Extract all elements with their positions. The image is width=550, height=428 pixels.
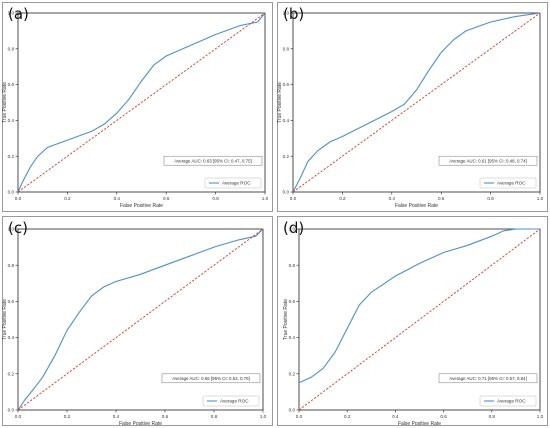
y-axis-label: True Positive Rate bbox=[2, 299, 8, 340]
legend-label: Average ROC bbox=[222, 181, 251, 186]
panel-label: (c) bbox=[8, 219, 28, 237]
x-axis-label: False Positive Rate bbox=[395, 203, 438, 209]
legend-label: Average ROC bbox=[220, 399, 249, 404]
roc-chart-svg: 0.0 0.2 0.4 0.6 0.8 1.0 0.0 0.2 0.4 0.6 0.8 1.0 Fals… bbox=[277, 11, 544, 209]
y-tick-label: 0.6 bbox=[8, 82, 15, 87]
auc-annotation-box bbox=[161, 373, 261, 384]
x-axis-label: False Positive Rate bbox=[120, 203, 163, 209]
x-tick-label: 0.8 bbox=[487, 196, 494, 201]
roc-panel-c: (c) 0.0 0.2 0.4 0.6 0.8 1.0 0.0 0.2 0.4 0.6 0.8 1.0… bbox=[0, 214, 275, 428]
x-tick-label: 0.4 bbox=[392, 414, 399, 419]
auc-annotation-box bbox=[438, 155, 538, 166]
x-tick-label: 0.4 bbox=[113, 414, 120, 419]
legend-box bbox=[479, 395, 537, 407]
x-tick-label: 0.2 bbox=[339, 196, 346, 201]
auc-annotation: Average AUC: 0.63 [95% CI: 0.47, 0.75] bbox=[174, 158, 252, 163]
auc-annotation: Average AUC: 0.61 [95% CI: 0.48, 0.74] bbox=[449, 158, 527, 163]
y-tick-label: 0.6 bbox=[8, 299, 15, 304]
y-tick-label: 0.0 bbox=[8, 190, 15, 195]
x-tick-label: 0.4 bbox=[389, 196, 396, 201]
y-tick-label: 0.4 bbox=[8, 118, 15, 123]
x-tick-label: 0.6 bbox=[163, 196, 170, 201]
panel-label: (a) bbox=[8, 5, 29, 23]
x-tick-label: 0.2 bbox=[64, 196, 71, 201]
average-roc-line bbox=[298, 228, 540, 384]
x-axis-label: False Positive Rate bbox=[119, 421, 162, 427]
plot-area bbox=[298, 228, 541, 411]
y-tick-label: 0.2 bbox=[8, 154, 15, 159]
y-tick-label: 0.0 bbox=[283, 190, 290, 195]
chance-diagonal-line bbox=[298, 228, 541, 411]
y-tick-label: 0.2 bbox=[8, 371, 15, 376]
x-tick-label: 0.0 bbox=[296, 414, 303, 419]
average-roc-line bbox=[292, 12, 541, 193]
legend-box bbox=[479, 177, 537, 189]
x-tick-label: 0.0 bbox=[15, 414, 22, 419]
y-tick-label: 0.8 bbox=[289, 263, 296, 268]
y-tick-label: 1.0 bbox=[283, 11, 290, 16]
y-tick-label: 0.2 bbox=[283, 154, 290, 159]
auc-annotation-box bbox=[438, 373, 538, 384]
y-tick-label: 1.0 bbox=[289, 227, 296, 232]
roc-chart-svg: 0.0 0.2 0.4 0.6 0.8 1.0 0.0 0.2 0.4 0.6 0.8 1.0 Fals… bbox=[283, 227, 544, 427]
y-axis-label: True Positive Rate bbox=[2, 82, 8, 123]
y-axis-label: True Positive Rate bbox=[283, 299, 289, 340]
roc-panel-d: (d) 0.0 0.2 0.4 0.6 0.8 1.0 0.0 0.2 0.4 0.6 0.8 1.0… bbox=[275, 214, 550, 428]
y-tick-label: 0.8 bbox=[283, 46, 290, 51]
average-roc-line bbox=[17, 12, 266, 193]
x-tick-label: 0.0 bbox=[15, 196, 22, 201]
roc-panel-a: (a) 0.0 0.2 0.4 0.6 0.8 1.0 0.0 0.2 0.4 0.6 0.8 1.0… bbox=[0, 0, 275, 214]
legend-box bbox=[204, 177, 262, 189]
y-tick-label: 1.0 bbox=[8, 227, 15, 232]
x-tick-label: 0.6 bbox=[162, 414, 169, 419]
legend-label: Average ROC bbox=[497, 399, 526, 404]
y-tick-label: 1.0 bbox=[8, 11, 15, 16]
y-tick-label: 0.8 bbox=[8, 46, 15, 51]
y-axis-label: True Positive Rate bbox=[277, 82, 283, 123]
y-tick-label: 0.8 bbox=[8, 263, 15, 268]
legend-label: Average ROC bbox=[497, 181, 526, 186]
y-tick-label: 0.2 bbox=[289, 371, 296, 376]
plot-area bbox=[292, 12, 541, 193]
x-tick-label: 1.0 bbox=[260, 414, 267, 419]
y-tick-label: 0.4 bbox=[289, 335, 296, 340]
x-tick-label: 1.0 bbox=[537, 414, 544, 419]
auc-annotation: Average AUC: 0.71 [95% CI: 0.57, 0.84] bbox=[449, 376, 527, 381]
x-tick-label: 0.8 bbox=[211, 414, 218, 419]
chance-diagonal-line bbox=[292, 12, 541, 193]
y-tick-label: 0.4 bbox=[283, 118, 290, 123]
x-tick-label: 1.0 bbox=[537, 196, 544, 201]
y-tick-label: 0.6 bbox=[289, 299, 296, 304]
auc-annotation-box bbox=[163, 155, 263, 166]
average-roc-line bbox=[17, 228, 264, 411]
x-tick-label: 0.6 bbox=[440, 414, 447, 419]
x-tick-label: 0.6 bbox=[438, 196, 445, 201]
y-tick-label: 0.0 bbox=[289, 408, 296, 413]
y-tick-label: 0.0 bbox=[8, 408, 15, 413]
x-axis-label: False Positive Rate bbox=[398, 421, 441, 427]
plot-area bbox=[17, 12, 266, 193]
y-tick-label: 0.6 bbox=[283, 82, 290, 87]
x-tick-label: 0.8 bbox=[489, 414, 496, 419]
chance-diagonal-line bbox=[17, 12, 266, 193]
panel-label: (b) bbox=[283, 5, 305, 23]
x-tick-label: 1.0 bbox=[262, 196, 269, 201]
x-tick-label: 0.8 bbox=[212, 196, 219, 201]
plot-area bbox=[17, 228, 264, 411]
roc-chart-svg: 0.0 0.2 0.4 0.6 0.8 1.0 0.0 0.2 0.4 0.6 0.8 1.0 Fals… bbox=[2, 227, 267, 427]
x-tick-label: 0.2 bbox=[64, 414, 71, 419]
chance-diagonal-line bbox=[17, 228, 264, 411]
x-tick-label: 0.0 bbox=[290, 196, 297, 201]
roc-panel-b: (b) 0.0 0.2 0.4 0.6 0.8 1.0 0.0 0.2 0.4 0.6 0.8 1.0… bbox=[275, 0, 550, 214]
legend-box bbox=[202, 395, 260, 407]
x-tick-label: 0.2 bbox=[344, 414, 351, 419]
roc-chart-svg: 0.0 0.2 0.4 0.6 0.8 1.0 0.0 0.2 0.4 0.6 0.8 1.0 Fals… bbox=[2, 11, 269, 209]
y-tick-label: 0.4 bbox=[8, 335, 15, 340]
auc-annotation: Average AUC: 0.66 [95% CI: 0.52, 0.79] bbox=[172, 376, 250, 381]
x-tick-label: 0.4 bbox=[114, 196, 121, 201]
